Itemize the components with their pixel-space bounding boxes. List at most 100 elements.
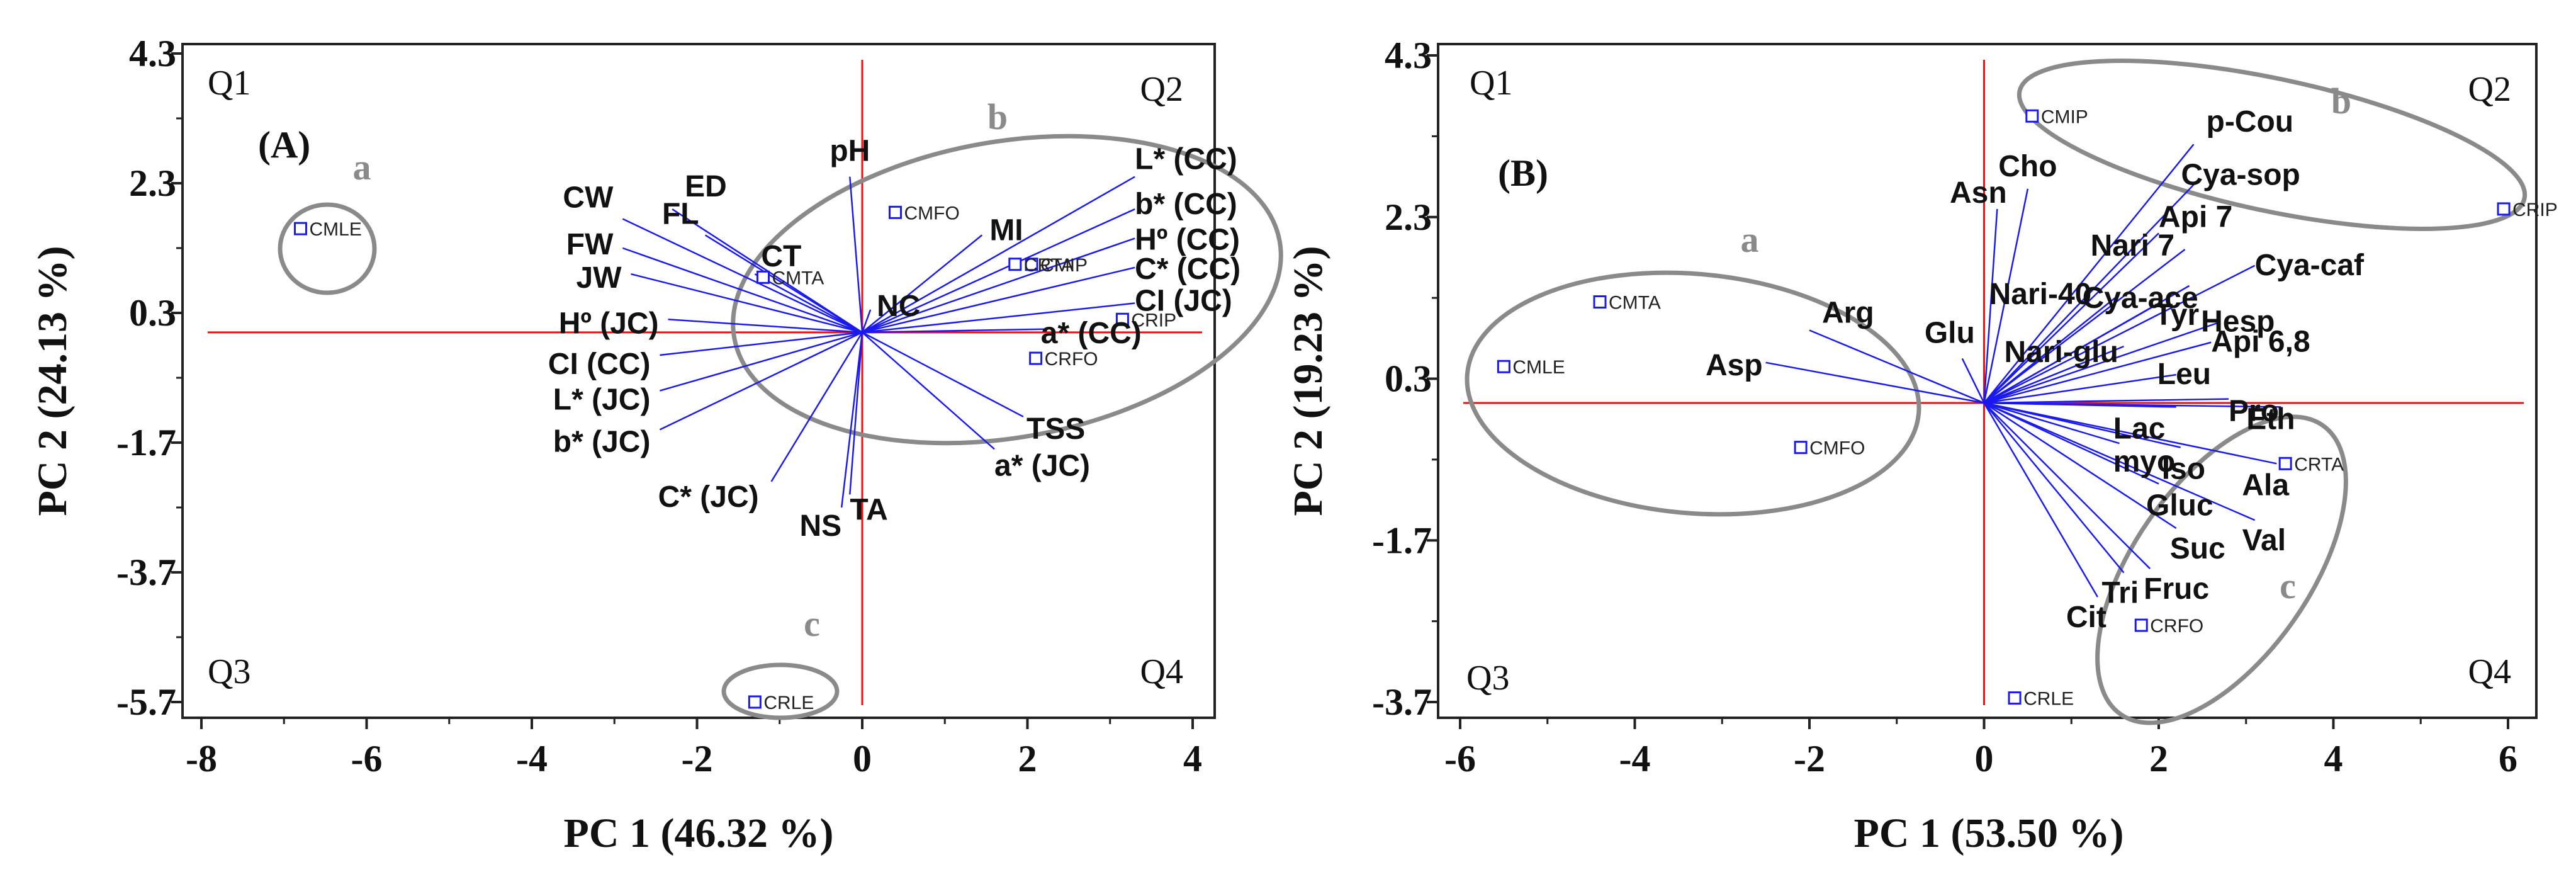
panel-a-loading-label-ci-jc: CI (JC) bbox=[1135, 285, 1232, 318]
panel-b-loading-label-eth: Eth bbox=[2246, 402, 2295, 436]
panel-b-loading-vector-lac bbox=[1984, 402, 2176, 408]
panel-b-loading-label-cit: Cit bbox=[2066, 601, 2106, 634]
panel-b-quadrant-q1: Q1 bbox=[1470, 64, 1512, 103]
panel-b-group-label-c: c bbox=[2280, 565, 2296, 606]
panel-b-loading-vector-myo bbox=[1984, 402, 2120, 445]
panel-b-score-point-crip bbox=[2497, 202, 2511, 216]
panel-b-loading-vector-val bbox=[1984, 402, 2256, 521]
panel-b-score-point-cmle bbox=[1497, 360, 1510, 373]
panel-a-loading-vector-tss bbox=[862, 331, 1024, 417]
panel-b-loading-vector-nari-7 bbox=[1983, 249, 2186, 404]
panel-b-x-tick-label: 4 bbox=[2324, 738, 2343, 779]
panel-b-loading-vector-glu bbox=[1961, 358, 1985, 404]
panel-a-loading-label-ci-cc: CI (CC) bbox=[548, 348, 651, 381]
panel-a-score-label-cmle: CMLE bbox=[310, 219, 362, 240]
panel-b-loading-label-cya-sop: Cya-sop bbox=[2181, 158, 2300, 191]
panel-b-loading-label-lac: Lac bbox=[2113, 412, 2166, 445]
panel-b-loading-label-api-6-8: Api 6,8 bbox=[2211, 326, 2310, 359]
panel-a-loading-vector-c-cc bbox=[862, 266, 1135, 334]
panel-b-quadrant-q3: Q3 bbox=[1466, 659, 1509, 698]
panel-a: -8 -6 -4 -2 0 2 4 4.3 2.3 0.3 -1.7 -3.7 -5.7 a b c CML… bbox=[30, 33, 1283, 856]
panel-a-y-tick-label: -1.7 bbox=[116, 422, 176, 463]
panel-b-loading-vector-asn bbox=[1983, 208, 1998, 404]
panel-b-loading-vector-leu bbox=[1984, 373, 2176, 404]
panel-a-loading-label-c-jc: C* (JC) bbox=[658, 480, 759, 514]
panel-b-loading-vector-asp bbox=[1765, 361, 1984, 404]
panel-a-loading-vector-h-jc bbox=[668, 319, 863, 334]
panel-a-loading-vector-ci-cc bbox=[660, 331, 863, 356]
panel-a-loading-label-b-cc: b* (CC) bbox=[1135, 188, 1237, 221]
panel-a-loading-vector-nc bbox=[861, 309, 872, 333]
panel-b-group-label-b: b bbox=[2331, 81, 2351, 122]
panel-a-score-point-cmle bbox=[294, 222, 307, 235]
panel-a-loading-vector-ta bbox=[849, 332, 863, 495]
panel-a-loading-vector-ct bbox=[754, 273, 863, 333]
panel-a-loading-label-jw: JW bbox=[577, 261, 622, 295]
panel-a-loading-label-b-jc: b* (JC) bbox=[553, 425, 651, 458]
panel-b-score-label-cmle: CMLE bbox=[1512, 357, 1565, 378]
panel-a-label: (A) bbox=[258, 124, 310, 166]
panel-b-loading-vector-api-6-8 bbox=[1984, 341, 2212, 404]
panel-a-group-label-c: c bbox=[804, 603, 820, 644]
panel-a-y-tick-label: 2.3 bbox=[129, 162, 176, 204]
panel-a-loading-vector-fl bbox=[704, 234, 863, 333]
panel-b-x-axis-title: PC 1 (53.50 %) bbox=[1854, 810, 2124, 856]
panel-a-loading-label-l-jc: L* (JC) bbox=[553, 383, 651, 417]
panel-a-group-ellipse-a bbox=[278, 202, 377, 295]
panel-a-score-label-cmfo: CMFO bbox=[904, 203, 960, 224]
panel-b-x-tick-label: 2 bbox=[2149, 738, 2168, 779]
panel-b-score-label-crta: CRTA bbox=[2294, 454, 2344, 475]
panel-b-y-tick-label: -1.7 bbox=[1372, 519, 1432, 561]
panel-b-loading-label-hesp: Hesp bbox=[2201, 305, 2275, 339]
panel-b-loading-label-nari-40: Nari-40 bbox=[1989, 278, 2092, 311]
panel-b-x-tick-label: 6 bbox=[2499, 738, 2517, 779]
panel-b-loading-label-cya-ace: Cya-ace bbox=[2083, 281, 2198, 315]
panel-b-loading-vector-cho bbox=[1983, 188, 2029, 404]
panel-b-x-tick-label: 0 bbox=[1975, 738, 1994, 779]
panel-a-x-tick-label: -8 bbox=[186, 738, 217, 779]
panel-a-y-tick-label: -5.7 bbox=[116, 681, 176, 723]
panel-b-loading-label-api-7: Api 7 bbox=[2159, 200, 2232, 234]
panel-b-loading-vector-cya-sop bbox=[1983, 184, 2195, 404]
panel-b-loading-vector-fruc bbox=[1983, 402, 2151, 570]
panel-b-y-tick-label: 0.3 bbox=[1385, 358, 1432, 400]
panel-b-score-point-cmfo bbox=[1794, 441, 1808, 455]
panel-b-loading-vector-suc bbox=[1983, 402, 2177, 530]
panel-b-loading-label-asn: Asn bbox=[1950, 176, 2007, 210]
panel-b-loading-label-asp: Asp bbox=[1706, 349, 1763, 382]
panel-b-loading-label-p-cou: p-Cou bbox=[2207, 105, 2294, 139]
panel-b-score-label-crle: CRLE bbox=[2023, 689, 2074, 710]
panel-a-quadrant-q1: Q1 bbox=[208, 64, 250, 103]
panel-b-label: (B) bbox=[1498, 152, 1548, 194]
panel-a-score-point-crfo bbox=[1029, 351, 1043, 365]
panel-a-y-tick-label: 4.3 bbox=[129, 33, 176, 74]
panel-a-y-axis-title: PC 2 (24.13 %) bbox=[30, 246, 76, 516]
panel-a-loading-label-c-cc: C* (CC) bbox=[1135, 252, 1240, 286]
panel-a-loading-label-ta: TA bbox=[850, 493, 887, 526]
panel-b-score-label-cmip: CMIP bbox=[2041, 106, 2088, 127]
panel-b-loading-vector-pro bbox=[1984, 398, 2229, 404]
panel-a-score-point-cmta bbox=[756, 270, 770, 284]
panel-a-loading-label-mi: MI bbox=[989, 213, 1023, 247]
panel-b-loading-label-suc: Suc bbox=[2170, 532, 2225, 565]
panel-b-quadrant-q2: Q2 bbox=[2468, 70, 2511, 109]
panel-a-y-tick-label: -3.7 bbox=[116, 552, 176, 593]
panel-b-group-label-a: a bbox=[1741, 219, 1759, 260]
panel-b-loading-label-cho: Cho bbox=[1998, 150, 2057, 183]
panel-b-x-tick-label: -4 bbox=[1619, 738, 1651, 779]
panel-a-x-tick-label: 2 bbox=[1018, 738, 1037, 779]
panel-b-loading-label-tri: Tri bbox=[2102, 577, 2139, 610]
panel-a-x-tick-label: -6 bbox=[351, 738, 383, 779]
panel-a-loading-vector-b-cc bbox=[862, 208, 1135, 334]
panel-b-loading-vector-nari-glu bbox=[1984, 345, 2124, 404]
panel-b-y-tick-label: 4.3 bbox=[1385, 35, 1432, 76]
panel-b-loading-vector-nari-40 bbox=[1983, 297, 2116, 404]
panel-a-group-ellipse-b bbox=[731, 133, 1283, 446]
panel-a-score-point-crle bbox=[748, 695, 762, 709]
panel-a-loading-label-nc: NC bbox=[877, 290, 920, 323]
panel-a-loading-label-h-jc: Hº (JC) bbox=[559, 307, 659, 340]
panel-b-score-label-crip: CRIP bbox=[2512, 200, 2558, 220]
panel-b-loading-label-ala: Ala bbox=[2242, 468, 2289, 502]
panel-a-loading-vector-a-jc bbox=[862, 331, 995, 450]
panel-b-group-ellipse-b bbox=[2016, 59, 2528, 231]
